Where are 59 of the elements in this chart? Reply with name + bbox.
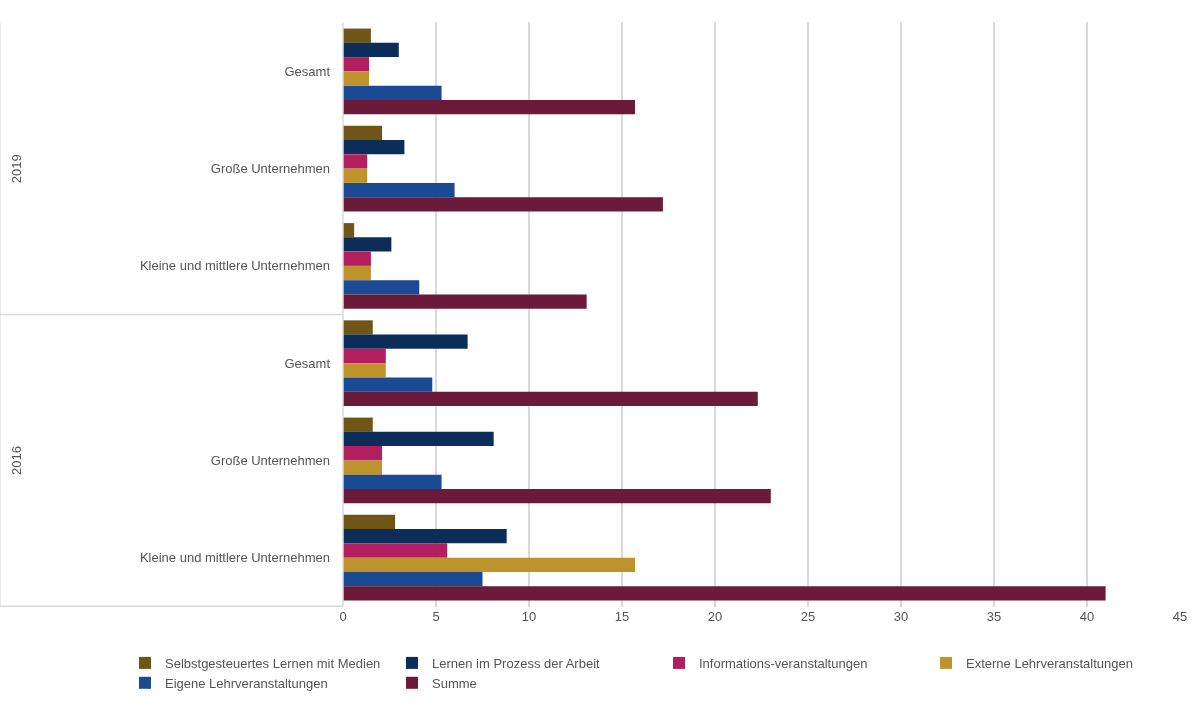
bar	[343, 543, 448, 558]
text: 2019	[8, 154, 24, 184]
legend-label: Summe	[432, 675, 477, 691]
bar	[343, 57, 370, 72]
bar	[343, 446, 383, 461]
bar	[343, 377, 433, 392]
bar	[343, 417, 373, 432]
bar	[343, 42, 399, 58]
bar	[343, 28, 371, 43]
x-tick-label: 5	[432, 609, 440, 624]
bar	[343, 586, 1106, 601]
legend-label: Lernen im Prozess der Arbeit	[432, 655, 601, 671]
bar	[343, 529, 507, 544]
bar	[343, 334, 468, 349]
x-tick-label: 20	[707, 609, 723, 624]
y-tick-label: Große Unternehmen	[210, 161, 330, 177]
x-tick-label: 10	[521, 609, 537, 624]
bar	[343, 237, 392, 252]
bar	[343, 140, 405, 155]
bar	[343, 571, 483, 587]
bar	[343, 348, 386, 364]
bar	[343, 280, 420, 295]
bar	[343, 197, 663, 212]
y-tick-label: Kleine und mittlere Unternehmen	[139, 550, 330, 566]
x-tick-label: 15	[614, 609, 630, 624]
legend-label: Informations-veranstaltungen	[699, 655, 868, 671]
x-tick-label: 45	[1172, 609, 1188, 624]
x-tick-label: 40	[1079, 609, 1095, 624]
legend-label: Externe Lehrveranstaltungen	[966, 655, 1133, 671]
bar	[343, 474, 442, 489]
bar	[343, 320, 373, 335]
bar	[343, 182, 455, 198]
bar	[343, 391, 758, 406]
bar	[343, 168, 368, 183]
bar	[343, 99, 636, 115]
text: 2016	[9, 446, 25, 475]
bar	[343, 294, 587, 309]
x-tick-label: 35	[986, 609, 1002, 624]
x-tick-label: 30	[893, 609, 909, 624]
bar	[343, 265, 371, 281]
y-tick-label: Kleine und mittlere Unternehmen	[139, 258, 330, 274]
legend-label: Eigene Lehrveranstaltungen	[165, 675, 328, 691]
bar	[343, 557, 636, 572]
bar	[343, 488, 771, 504]
x-tick-label: 0	[339, 609, 347, 624]
x-tick-label: 25	[800, 609, 816, 624]
legend-label: Selbstgesteuertes Lernen mit Medien	[165, 655, 381, 671]
bar	[343, 85, 442, 100]
bar	[343, 251, 371, 266]
bar	[343, 460, 383, 475]
y-tick-label: Gesamt	[284, 63, 331, 79]
bar	[343, 514, 396, 530]
y-tick-label: Gesamt	[284, 355, 331, 371]
bar	[343, 363, 386, 378]
y-tick-label: Große Unternehmen	[210, 452, 330, 468]
bar	[343, 71, 370, 86]
bar	[343, 431, 494, 447]
bar	[343, 125, 383, 141]
bar	[343, 154, 368, 169]
